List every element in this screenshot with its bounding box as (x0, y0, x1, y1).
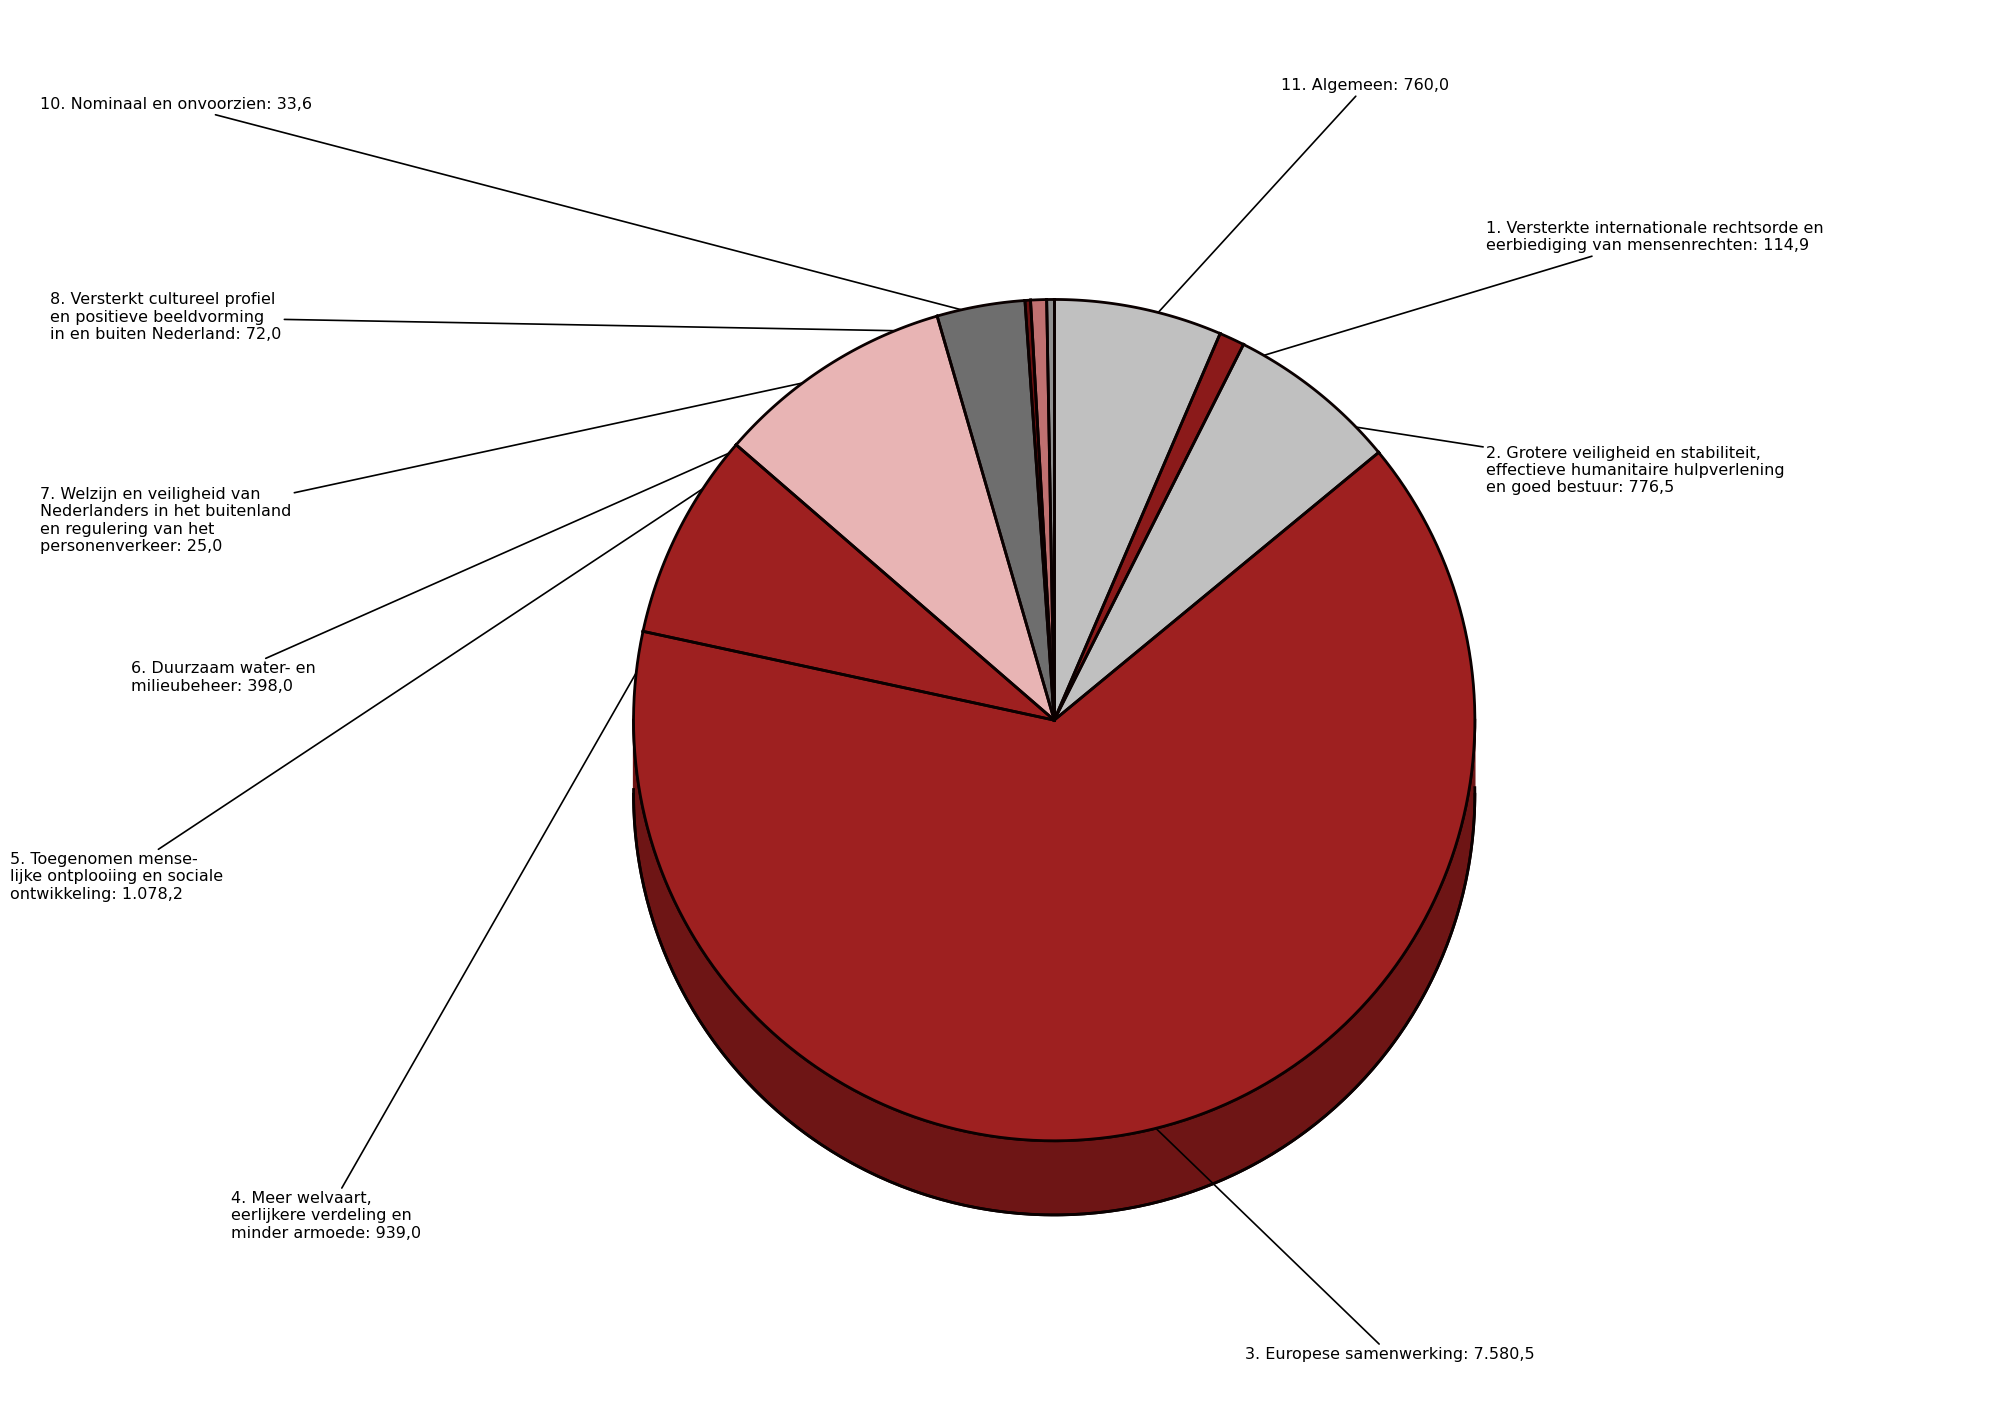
Polygon shape (1024, 299, 1054, 720)
Polygon shape (634, 452, 1473, 1141)
Text: 1. Versterkte internationale rechtsorde en
eerbiediging van mensenrechten: 114,9: 1. Versterkte internationale rechtsorde … (1216, 221, 1822, 369)
Polygon shape (1054, 299, 1220, 720)
Polygon shape (642, 445, 1054, 720)
Text: 11. Algemeen: 760,0: 11. Algemeen: 760,0 (1132, 78, 1449, 341)
Text: 2. Grotere veiligheid en stabiliteit,
effectieve humanitaire hulpverlening
en go: 2. Grotere veiligheid en stabiliteit, ef… (1295, 418, 1784, 495)
Text: 3. Europese samenwerking: 7.580,5: 3. Europese samenwerking: 7.580,5 (1146, 1118, 1533, 1362)
Text: 7. Welzijn en veiligheid van
Nederlanders in het buitenland
en regulering van he: 7. Welzijn en veiligheid van Nederlander… (40, 334, 1030, 555)
Polygon shape (1054, 345, 1379, 720)
Polygon shape (1046, 299, 1054, 720)
Polygon shape (737, 317, 1054, 720)
Polygon shape (634, 713, 1473, 1215)
Text: 6. Duurzaam water- en
milieubeheer: 398,0: 6. Duurzaam water- en milieubeheer: 398,… (130, 339, 985, 693)
Text: 10. Nominaal en onvoorzien: 33,6: 10. Nominaal en onvoorzien: 33,6 (40, 97, 1050, 334)
Polygon shape (937, 301, 1054, 720)
Polygon shape (1054, 334, 1242, 720)
Text: 8. Versterkt cultureel profiel
en positieve beeldvorming
in en buiten Nederland:: 8. Versterkt cultureel profiel en positi… (50, 292, 1040, 342)
Text: 5. Toegenomen mense-
lijke ontplooiing en sociale
ontwikkeling: 1.078,2: 5. Toegenomen mense- lijke ontplooiing e… (10, 394, 845, 901)
Text: 4. Meer welvaart,
eerlijkere verdeling en
minder armoede: 939,0: 4. Meer welvaart, eerlijkere verdeling e… (231, 548, 708, 1241)
Polygon shape (1030, 299, 1054, 720)
